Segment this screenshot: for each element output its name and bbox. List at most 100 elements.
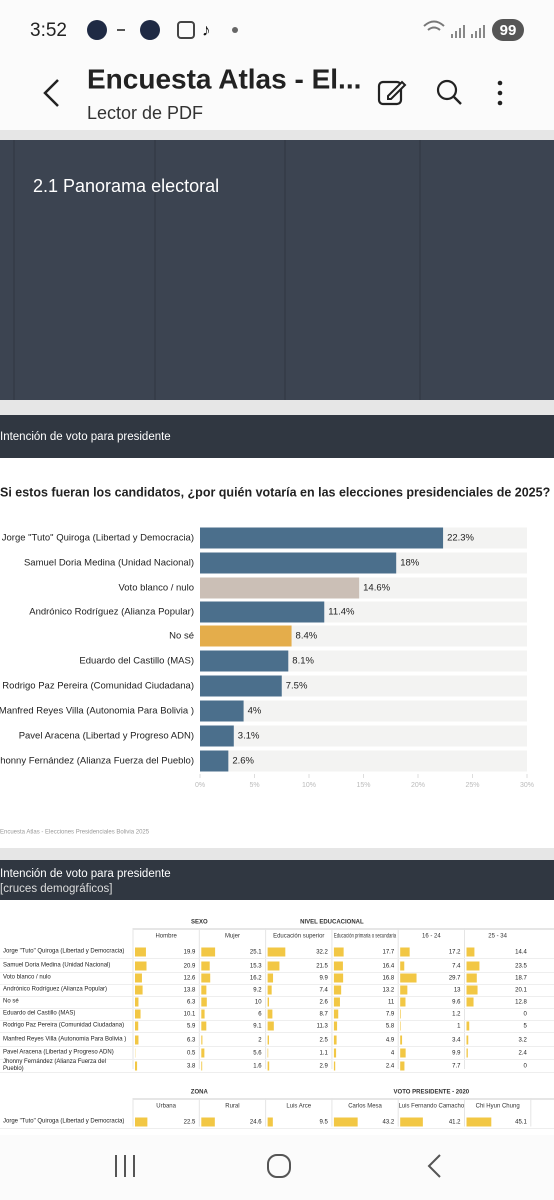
cell-value: 4.9 xyxy=(386,1038,395,1044)
value-label: 2.6% xyxy=(232,756,254,767)
cell-value: 7.4 xyxy=(452,964,461,970)
row-label: Rodrigo Paz Pereira (Comunidad Ciudadana… xyxy=(3,1022,125,1029)
cell-value: 5.9 xyxy=(187,1024,196,1030)
cell-bar xyxy=(333,985,342,995)
document-title: Encuesta Atlas - El... xyxy=(87,63,361,94)
x-tick-label: 20% xyxy=(411,782,425,789)
chart-title: Si estos fueran los candidatos, ¿por qui… xyxy=(0,485,550,499)
cell-bar xyxy=(333,1061,336,1071)
cell-value: 3.2 xyxy=(518,1038,527,1044)
x-tick-label: 15% xyxy=(356,782,370,789)
cell-bar xyxy=(135,947,146,957)
row-label: Pavel Aracena (Libertad y Progreso ADN) xyxy=(3,1049,114,1056)
cell-bar xyxy=(333,961,343,971)
cell-value: 20.1 xyxy=(515,988,527,994)
cell-value: 9.6 xyxy=(452,1000,461,1006)
cell-bar xyxy=(466,947,475,957)
cell-value: 6.3 xyxy=(187,1000,196,1006)
cell-value: 32.2 xyxy=(316,950,328,956)
category-label: Jhonny Fernández (Alianza Fuerza del Pue… xyxy=(0,756,194,767)
cell-bar xyxy=(333,973,344,983)
cell-value: 5.8 xyxy=(386,1024,395,1030)
cell-value: 3.4 xyxy=(452,1038,461,1044)
search-button[interactable] xyxy=(436,79,462,105)
cell-value: 18.7 xyxy=(515,976,527,982)
cell-value: 1.6 xyxy=(253,1064,262,1070)
cell-bar xyxy=(267,1117,273,1127)
cell-value: 11 xyxy=(388,1000,395,1006)
cell-value: 6.3 xyxy=(187,1038,196,1044)
cell-bar xyxy=(333,1048,337,1058)
cell-bar xyxy=(135,1117,148,1127)
value-label: 8.4% xyxy=(296,631,318,642)
cell-bar xyxy=(466,1048,468,1058)
cell-bar xyxy=(333,997,340,1007)
bar xyxy=(200,700,244,722)
cell-bar xyxy=(267,973,274,983)
cell-value: 23.5 xyxy=(515,964,527,970)
cell-bar xyxy=(333,1035,337,1045)
cell-bar xyxy=(466,1021,470,1031)
cell-bar xyxy=(135,1061,138,1071)
cell-bar xyxy=(267,1035,269,1045)
cell-value: 12.6 xyxy=(184,976,196,982)
column-header: Rural xyxy=(225,1104,239,1110)
cell-bar xyxy=(466,985,478,995)
cell-value: 2.4 xyxy=(518,1051,527,1057)
cell-bar xyxy=(466,973,477,983)
cell-bar xyxy=(201,1048,205,1058)
cell-bar xyxy=(201,985,207,995)
x-tick-label: 5% xyxy=(249,782,259,789)
cell-value: 14.4 xyxy=(515,950,527,956)
cell-bar xyxy=(400,961,405,971)
cell-value: 7.9 xyxy=(386,1012,395,1018)
row-label: Jorge "Tuto" Quiroga (Libertad y Democra… xyxy=(3,1118,125,1125)
cell-bar xyxy=(466,1035,469,1045)
value-label: 14.6% xyxy=(363,583,390,594)
cell-bar xyxy=(201,1021,207,1031)
row-label: Eduardo del Castillo (MAS) xyxy=(3,1010,76,1017)
bar xyxy=(200,552,397,574)
section-header xyxy=(0,415,554,458)
cell-bar xyxy=(267,961,280,971)
cell-value: 13.8 xyxy=(184,988,196,994)
cell-value: 8.7 xyxy=(320,1012,329,1018)
cell-value: 22.5 xyxy=(184,1120,196,1126)
cell-value: 12.8 xyxy=(515,1000,527,1006)
page-gap xyxy=(0,848,554,860)
signal-icon xyxy=(451,25,485,38)
cell-value: 3.8 xyxy=(187,1064,196,1070)
page-gap xyxy=(0,130,554,140)
wifi-icon xyxy=(423,20,445,31)
cell-value: 0 xyxy=(523,1064,527,1070)
value-label: 4% xyxy=(248,706,262,717)
bar xyxy=(200,625,292,647)
cell-value: 16.4 xyxy=(383,964,395,970)
cell-value: 5 xyxy=(523,1024,527,1030)
cell-bar xyxy=(267,997,270,1007)
bar xyxy=(200,675,282,697)
cell-bar xyxy=(135,1021,139,1031)
cell-bar xyxy=(466,997,474,1007)
back-button[interactable] xyxy=(43,79,59,107)
cell-value: 0 xyxy=(523,1012,527,1018)
more-button[interactable] xyxy=(497,80,503,106)
cell-value: 17.7 xyxy=(383,950,395,956)
cell-value: 20.9 xyxy=(184,964,196,970)
cell-bar xyxy=(267,1009,273,1019)
cell-value: 11.3 xyxy=(317,1024,329,1030)
cell-value: 41.2 xyxy=(449,1120,461,1126)
bar xyxy=(200,527,444,549)
bar xyxy=(200,601,325,623)
column-header: 25 - 34 xyxy=(488,934,507,940)
bar xyxy=(200,577,360,599)
category-label: Andrónico Rodríguez (Alianza Popular) xyxy=(29,607,194,618)
category-label: No sé xyxy=(169,631,194,642)
cell-bar xyxy=(466,1117,492,1127)
edit-button[interactable] xyxy=(377,80,407,106)
column-header: Luis Arce xyxy=(286,1104,311,1110)
cell-value: 29.7 xyxy=(449,976,461,982)
cell-bar xyxy=(201,1009,205,1019)
